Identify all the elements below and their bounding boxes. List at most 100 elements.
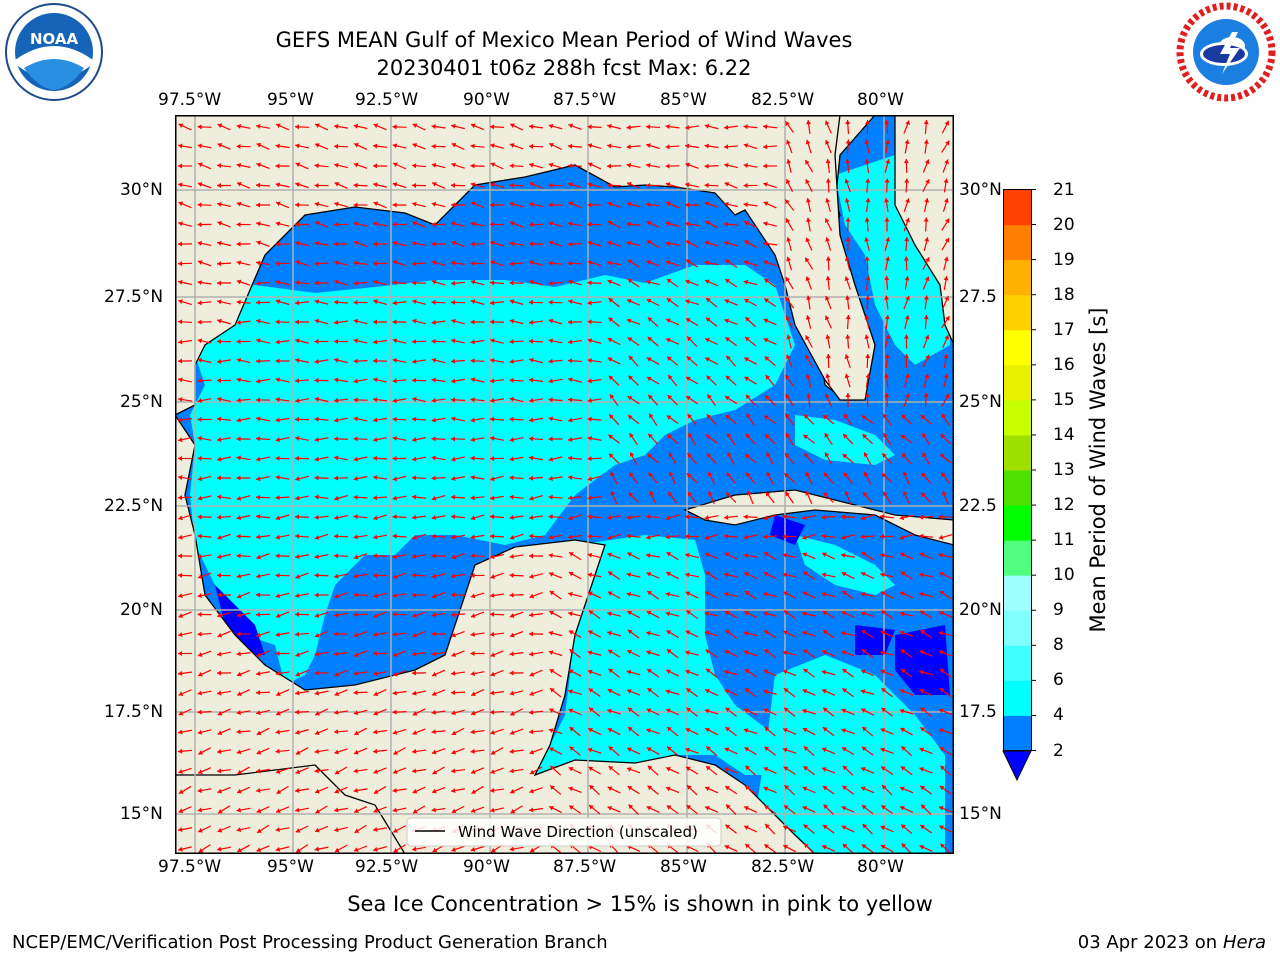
wind-wave-arrow xyxy=(665,571,680,580)
wind-wave-arrow xyxy=(743,825,758,833)
wind-wave-arrow xyxy=(509,630,524,638)
wind-wave-arrow xyxy=(275,182,290,188)
wind-wave-arrow xyxy=(745,472,756,484)
wind-wave-arrow xyxy=(705,668,718,678)
wind-wave-arrow xyxy=(217,651,231,657)
wind-wave-arrow xyxy=(860,591,875,598)
wind-wave-arrow xyxy=(412,143,426,150)
wind-wave-arrow xyxy=(784,296,795,309)
wind-wave-arrow xyxy=(763,708,777,716)
wind-wave-arrow xyxy=(725,414,737,425)
wind-wave-arrow xyxy=(841,610,855,618)
wind-wave-arrow xyxy=(686,336,698,347)
wind-wave-arrow xyxy=(588,630,601,638)
wind-wave-arrow xyxy=(353,397,368,403)
wind-wave-arrow xyxy=(666,648,679,659)
wind-wave-arrow xyxy=(903,373,910,388)
wind-wave-arrow xyxy=(294,709,310,715)
wind-wave-arrow xyxy=(431,241,446,247)
wind-wave-arrow xyxy=(548,514,563,520)
wind-wave-arrow xyxy=(860,669,875,677)
wind-wave-arrow xyxy=(489,378,505,384)
wind-wave-arrow xyxy=(665,534,680,540)
wind-wave-arrow xyxy=(314,748,329,754)
wind-wave-arrow xyxy=(567,475,583,481)
wind-wave-arrow xyxy=(920,492,932,503)
wind-wave-arrow xyxy=(197,807,212,813)
wind-wave-arrow xyxy=(275,261,290,267)
wind-wave-arrow xyxy=(431,338,446,344)
wind-wave-arrow xyxy=(763,611,777,617)
wind-wave-arrow xyxy=(353,768,368,774)
wind-wave-arrow xyxy=(509,494,524,500)
wind-wave-arrow xyxy=(626,201,641,208)
wind-wave-arrow xyxy=(704,279,719,287)
wind-wave-arrow xyxy=(333,455,349,461)
wind-wave-arrow xyxy=(649,490,657,505)
wind-wave-arrow xyxy=(902,471,910,485)
wind-wave-arrow xyxy=(861,648,874,659)
wind-wave-arrow xyxy=(743,143,758,150)
wind-wave-arrow xyxy=(372,339,388,345)
wind-wave-arrow xyxy=(724,747,738,755)
wind-wave-arrow xyxy=(256,806,270,814)
wind-wave-arrow xyxy=(610,471,618,485)
wind-wave-arrow xyxy=(548,318,563,325)
wind-wave-arrow xyxy=(628,804,639,815)
wind-wave-arrow xyxy=(646,143,660,150)
wind-wave-arrow xyxy=(645,553,661,558)
wind-wave-arrow xyxy=(882,413,892,426)
wind-wave-arrow xyxy=(821,533,836,539)
wind-wave-arrow xyxy=(275,708,290,716)
wind-wave-arrow xyxy=(704,727,719,736)
wind-wave-arrow xyxy=(607,337,621,346)
wind-wave-arrow xyxy=(880,825,894,833)
wind-wave-arrow xyxy=(470,417,485,423)
wind-wave-arrow xyxy=(684,202,700,208)
wind-wave-arrow xyxy=(665,241,680,247)
wind-wave-arrow xyxy=(919,591,933,598)
footer-organization: NCEP/EMC/Verification Post Processing Pr… xyxy=(12,932,608,953)
wind-wave-arrow xyxy=(412,456,426,462)
wind-wave-arrow xyxy=(841,728,855,735)
wind-wave-arrow xyxy=(372,241,388,247)
wind-wave-arrow xyxy=(587,533,602,539)
wind-wave-arrow xyxy=(805,471,813,485)
wind-wave-arrow xyxy=(626,299,641,306)
lon-tick-top: 87.5°W xyxy=(553,90,617,110)
wind-wave-arrow xyxy=(489,514,505,520)
wind-wave-arrow xyxy=(939,453,952,464)
wind-wave-arrow xyxy=(567,319,583,325)
wind-wave-arrow xyxy=(353,260,368,266)
wind-wave-arrow xyxy=(803,452,815,465)
wind-wave-arrow xyxy=(217,299,231,305)
wind-wave-arrow xyxy=(509,611,524,618)
wind-wave-arrow xyxy=(197,669,212,677)
wind-wave-arrow xyxy=(647,453,659,464)
wind-wave-arrow xyxy=(392,280,407,286)
wind-wave-arrow xyxy=(881,707,893,717)
wind-wave-arrow xyxy=(743,163,758,168)
wind-wave-arrow xyxy=(724,552,738,560)
wind-wave-arrow xyxy=(431,201,446,208)
wind-wave-arrow xyxy=(197,357,212,364)
wind-wave-arrow xyxy=(470,339,485,345)
wind-wave-arrow xyxy=(197,709,212,715)
wind-wave-arrow xyxy=(509,299,524,305)
wind-wave-arrow xyxy=(275,437,290,443)
wind-wave-arrow xyxy=(548,436,563,442)
wind-wave-arrow xyxy=(216,416,232,422)
wind-wave-arrow xyxy=(821,572,836,578)
wind-wave-arrow xyxy=(412,201,426,208)
wind-wave-arrow xyxy=(845,314,851,330)
wind-wave-arrow xyxy=(528,533,544,539)
wind-wave-arrow xyxy=(314,825,329,833)
wind-wave-arrow xyxy=(744,668,757,678)
wind-wave-arrow xyxy=(177,163,193,169)
wind-wave-arrow xyxy=(197,592,212,599)
wind-wave-arrow xyxy=(665,124,680,130)
wind-wave-arrow xyxy=(844,276,851,290)
wind-wave-arrow xyxy=(646,572,660,579)
wind-wave-arrow xyxy=(509,514,524,520)
wind-wave-arrow xyxy=(941,393,950,407)
